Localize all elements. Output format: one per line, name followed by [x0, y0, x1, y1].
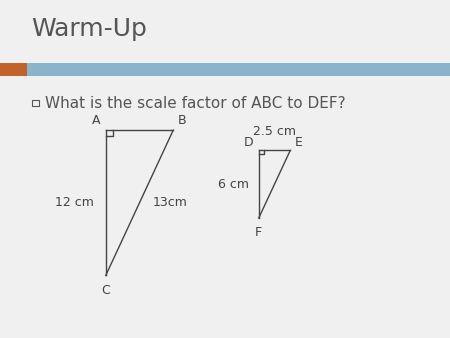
Text: 13cm: 13cm — [153, 196, 188, 209]
Text: 6 cm: 6 cm — [219, 178, 249, 191]
Text: E: E — [295, 136, 302, 149]
Text: 12 cm: 12 cm — [55, 196, 94, 209]
Text: What is the scale factor of ABC to DEF?: What is the scale factor of ABC to DEF? — [45, 96, 346, 111]
Text: 2.5 cm: 2.5 cm — [253, 125, 296, 138]
Text: Warm-Up: Warm-Up — [32, 17, 148, 41]
Bar — [27, 63, 450, 76]
Bar — [0, 63, 27, 76]
Bar — [32, 100, 39, 106]
Text: A: A — [92, 114, 100, 127]
Text: F: F — [255, 226, 262, 239]
Text: C: C — [101, 284, 110, 297]
Text: B: B — [178, 114, 186, 127]
Text: D: D — [244, 136, 253, 149]
